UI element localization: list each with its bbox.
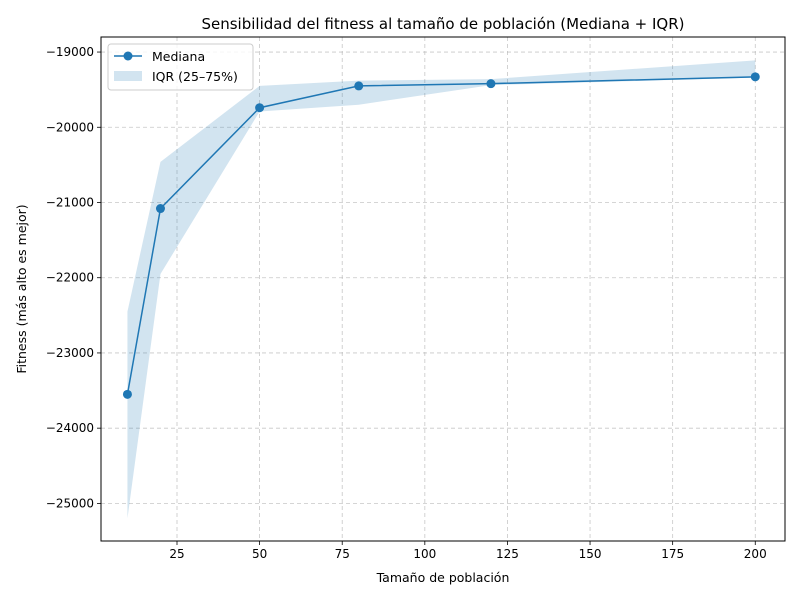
x-axis-ticks: 25 50 75 100 125 150 175 200 [169,541,767,561]
grid [101,37,785,541]
x-tick-label: 175 [661,547,684,561]
median-line [126,76,756,395]
y-tick-label: −25000 [46,496,94,510]
x-axis-label: Tamaño de población [376,570,510,585]
x-tick-label: 25 [169,547,184,561]
median-point [122,389,132,399]
median-point [486,79,496,89]
legend-iqr-label: IQR (25–75%) [152,69,238,84]
x-tick-label: 75 [335,547,350,561]
median-point [255,103,265,113]
x-tick-label: 100 [413,547,436,561]
median-point [155,204,165,214]
iqr-band [127,60,756,519]
plot-frame [100,36,786,542]
y-tick-label: −23000 [46,346,94,360]
legend: Mediana IQR (25–75%) [107,43,254,91]
y-tick-label: −24000 [46,421,94,435]
x-tick-label: 200 [744,547,767,561]
chart-title: Sensibilidad del fitness al tamaño de po… [201,15,684,33]
legend-median-label: Mediana [152,49,205,64]
y-tick-label: −19000 [46,45,94,59]
x-tick-label: 125 [496,547,519,561]
y-axis-ticks: −25000 −24000 −23000 −22000 −21000 −20000 −190… [46,45,101,510]
median-line-layer [126,76,756,395]
iqr-band-layer [127,60,756,519]
y-tick-label: −21000 [46,195,94,209]
y-tick-label: −20000 [46,120,94,134]
y-axis-label: Fitness (más alto es mejor) [14,204,29,373]
median-marker-layer [122,72,760,399]
legend-iqr-swatch [114,71,142,81]
legend-median-marker [123,51,133,61]
median-point [750,72,760,82]
x-tick-label: 150 [579,547,602,561]
legend-box [107,43,254,91]
x-tick-label: 50 [252,547,267,561]
median-point [354,81,364,91]
y-tick-label: −22000 [46,271,94,285]
